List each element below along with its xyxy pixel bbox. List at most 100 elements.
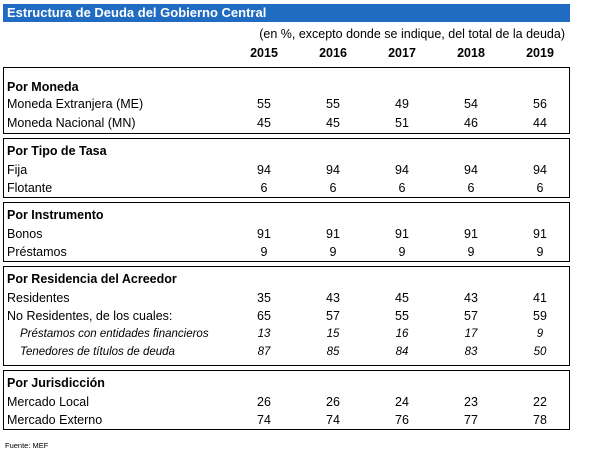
value-cell: 57 [464, 309, 478, 323]
value-cell: 94 [257, 163, 271, 177]
year-header-cell: 2015 [250, 46, 278, 60]
value-cell: 15 [326, 328, 340, 340]
row-label: Bonos [7, 227, 43, 241]
table-row: Moneda Extranjera (ME) 55 55 49 54 56 [0, 95, 594, 113]
year-header-cell: 2018 [457, 46, 485, 60]
value-cell: 9 [536, 245, 544, 259]
row-label: Moneda Extranjera (ME) [7, 97, 144, 111]
value-cell: 65 [257, 309, 271, 323]
section-header: Por Tipo de Tasa [0, 142, 594, 160]
table-row: Préstamos con entidades financieros 13 15 1… [0, 325, 594, 343]
row-label: Préstamos [7, 245, 67, 259]
value-cell: 76 [395, 413, 409, 427]
row-label: Mercado Local [7, 395, 89, 409]
value-cell: 94 [395, 163, 409, 177]
value-cell: 43 [326, 291, 340, 305]
value-cell: 91 [533, 227, 547, 241]
table-subtitle: (en %, excepto donde se indique, del tot… [259, 27, 565, 41]
section-box [3, 370, 570, 430]
value-cell: 13 [257, 328, 271, 340]
value-cell: 41 [533, 291, 547, 305]
table-row: Moneda Nacional (MN) 45 45 51 46 44 [0, 114, 594, 132]
value-cell: 56 [533, 97, 547, 111]
value-cell: 74 [326, 413, 340, 427]
table-row: No Residentes, de los cuales: 65 57 55 57 59 [0, 307, 594, 325]
value-cell: 9 [398, 245, 406, 259]
section-box [3, 67, 570, 134]
value-cell: 26 [326, 395, 340, 409]
table-row: Tenedores de títulos de deuda 87 85 84 83 50 [0, 343, 594, 361]
table-row: Préstamos 9 9 9 9 9 [0, 243, 594, 261]
value-cell: 91 [464, 227, 478, 241]
value-cell: 59 [533, 309, 547, 323]
value-cell: 6 [260, 181, 268, 195]
row-label: No Residentes, de los cuales: [7, 309, 173, 323]
value-cell: 77 [464, 413, 478, 427]
value-cell: 55 [326, 97, 340, 111]
section-header-label: Por Residencia del Acreedor [7, 272, 177, 286]
value-cell: 16 [395, 328, 409, 340]
section-box [3, 202, 570, 262]
value-cell: 44 [533, 116, 547, 130]
value-cell: 9 [329, 245, 337, 259]
table-row: Mercado Externo 74 74 76 77 78 [0, 411, 594, 429]
table-row: Bonos 91 91 91 91 91 [0, 225, 594, 243]
value-cell: 22 [533, 395, 547, 409]
table-row: Flotante 6 6 6 6 6 [0, 179, 594, 197]
value-cell: 6 [467, 181, 475, 195]
table-row: Residentes 35 43 45 43 41 [0, 289, 594, 307]
section-header: Por Moneda [0, 78, 594, 96]
row-label: Fija [7, 163, 28, 177]
year-header-cell: 2017 [388, 46, 416, 60]
value-cell: 6 [329, 181, 337, 195]
row-label: Mercado Externo [7, 413, 103, 427]
section-header: Por Residencia del Acreedor [0, 270, 594, 288]
value-cell: 83 [464, 346, 478, 358]
value-cell: 49 [395, 97, 409, 111]
value-cell: 51 [395, 116, 409, 130]
row-label: Tenedores de títulos de deuda [20, 346, 175, 358]
source-note: Fuente: MEF [5, 441, 49, 450]
year-header: 2015 2016 2017 2018 2019 [0, 45, 594, 61]
row-label: Flotante [7, 181, 53, 195]
value-cell: 6 [536, 181, 544, 195]
value-cell: 45 [257, 116, 271, 130]
section-box [3, 138, 570, 198]
row-label: Préstamos con entidades financieros [20, 328, 209, 340]
value-cell: 46 [464, 116, 478, 130]
value-cell: 91 [326, 227, 340, 241]
section-header-label: Por Tipo de Tasa [7, 144, 107, 158]
value-cell: 9 [260, 245, 268, 259]
value-cell: 74 [257, 413, 271, 427]
value-cell: 55 [395, 309, 409, 323]
value-cell: 6 [398, 181, 406, 195]
value-cell: 57 [326, 309, 340, 323]
value-cell: 45 [395, 291, 409, 305]
section-header-label: Por Instrumento [7, 208, 104, 222]
value-cell: 87 [257, 346, 271, 358]
section-header-label: Por Moneda [7, 80, 79, 94]
value-cell: 94 [326, 163, 340, 177]
value-cell: 50 [533, 346, 547, 358]
value-cell: 94 [464, 163, 478, 177]
debt-structure-table: Por Moneda Moneda Extranjera (ME) 55 55 49 54… [0, 78, 594, 429]
value-cell: 55 [257, 97, 271, 111]
value-cell: 35 [257, 291, 271, 305]
value-cell: 85 [326, 346, 340, 358]
table-title: Estructura de Deuda del Gobierno Central [3, 4, 570, 22]
row-label: Residentes [7, 291, 70, 305]
value-cell: 9 [467, 245, 475, 259]
section-box [3, 266, 570, 366]
value-cell: 84 [395, 346, 409, 358]
year-header-cell: 2019 [526, 46, 554, 60]
value-cell: 26 [257, 395, 271, 409]
value-cell: 9 [536, 328, 544, 340]
value-cell: 54 [464, 97, 478, 111]
value-cell: 43 [464, 291, 478, 305]
section-header-label: Por Jurisdicción [7, 376, 105, 390]
value-cell: 17 [464, 328, 478, 340]
value-cell: 91 [257, 227, 271, 241]
value-cell: 91 [395, 227, 409, 241]
section-header: Por Jurisdicción [0, 374, 594, 392]
value-cell: 24 [395, 395, 409, 409]
